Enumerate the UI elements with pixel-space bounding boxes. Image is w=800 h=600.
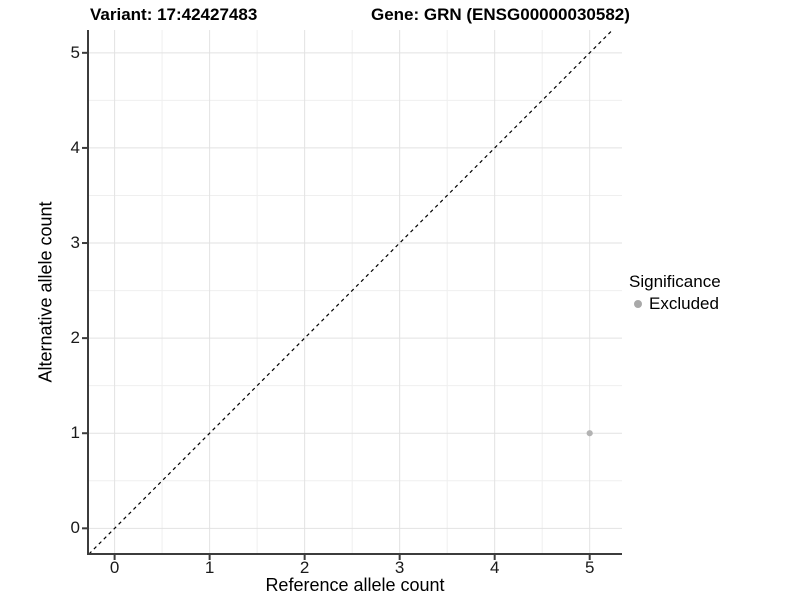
x-tick-label: 5	[584, 558, 595, 577]
variant-title: Variant: 17:42427483	[90, 5, 258, 24]
legend-key-dot-icon	[634, 299, 642, 308]
y-tick-label: 4	[70, 137, 80, 157]
y-tick-label: 2	[70, 328, 80, 348]
legend-item-label: Excluded	[649, 294, 719, 313]
y-axis-title: Alternative allele count	[35, 201, 56, 383]
x-tick-label: 1	[204, 558, 215, 577]
x-tick-label: 2	[299, 558, 310, 577]
data-point	[586, 430, 593, 437]
legend: Significance Excluded	[629, 271, 721, 314]
x-tick-label: 3	[394, 558, 405, 577]
legend-item: Excluded	[629, 293, 721, 314]
x-tick-label: 0	[109, 558, 120, 577]
y-tick-label: 3	[70, 233, 80, 253]
identity-dashed-line	[88, 29, 613, 555]
legend-title: Significance	[629, 272, 721, 291]
y-tick-label: 1	[70, 423, 80, 443]
legend-items: Excluded	[629, 293, 721, 314]
x-tick-label: 4	[489, 558, 500, 577]
y-tick-label: 5	[70, 42, 80, 62]
x-axis-title: Reference allele count	[265, 575, 445, 595]
y-tick-label: 0	[70, 518, 80, 538]
gene-title: Gene: GRN (ENSG00000030582)	[371, 5, 630, 24]
